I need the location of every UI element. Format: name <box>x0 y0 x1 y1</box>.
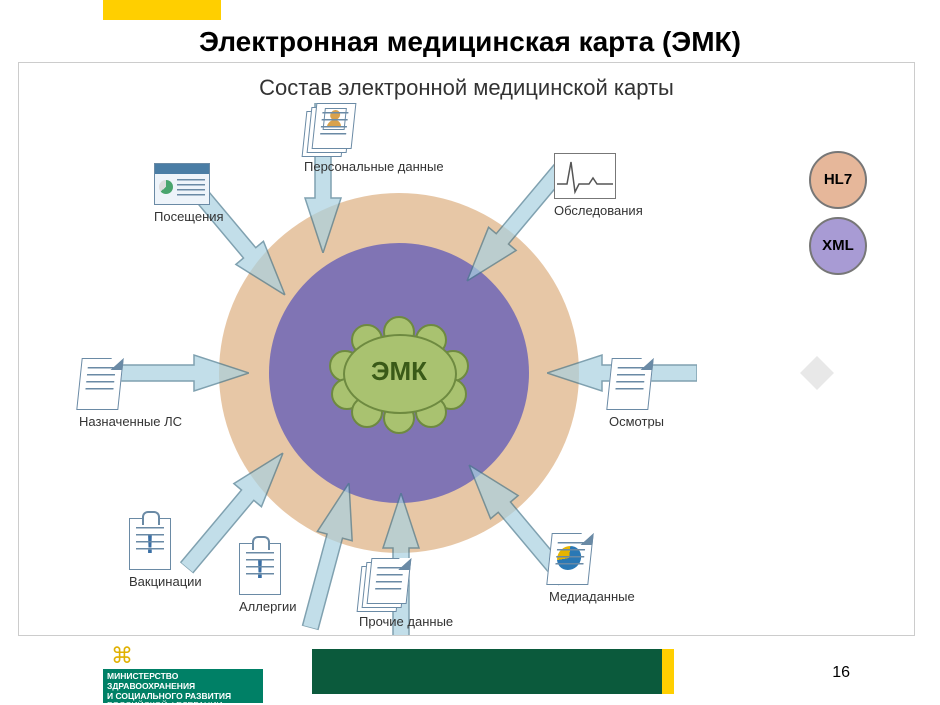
allergy-icon: ! <box>239 543 297 595</box>
slide-title: Электронная медицинская карта (ЭМК) <box>0 26 940 58</box>
top-yellow-strip <box>103 0 221 20</box>
source-allergy: ! Аллергии <box>239 543 297 614</box>
footer: ⌘ МИНИСТЕРСТВОЗДРАВООХРАНЕНИЯИ СОЦИАЛЬНО… <box>0 639 940 705</box>
emk-cloud: ЭМК <box>333 318 465 426</box>
vaccination-icon: ! <box>129 518 202 570</box>
source-visits: Посещения <box>154 163 224 224</box>
source-label: Осмотры <box>609 414 664 429</box>
source-label: Аллергии <box>239 599 297 614</box>
ministry-sub: РОССИЙСКОЙ ФЕДЕРАЦИИ <box>107 700 223 705</box>
source-label: Вакцинации <box>129 574 202 589</box>
media-icon <box>549 533 635 585</box>
source-vaccination: ! Вакцинации <box>129 518 202 589</box>
exam-icon <box>554 153 643 199</box>
panel-subtitle: Состав электронной медицинской карты <box>19 75 914 101</box>
ministry-logo-icon: ⌘ <box>111 643 133 669</box>
source-label: Обследования <box>554 203 643 218</box>
diagram-panel: Состав электронной медицинской карты <box>18 62 915 636</box>
footer-green-bar <box>312 649 662 694</box>
ministry-lines: МИНИСТЕРСТВОЗДРАВООХРАНЕНИЯИ СОЦИАЛЬНОГО… <box>107 671 231 701</box>
visits-icon <box>154 163 224 205</box>
source-label: Персональные данные <box>304 159 444 174</box>
source-label: Назначенные ЛС <box>79 414 182 429</box>
slide-number: 16 <box>832 664 850 682</box>
checkups-icon <box>609 358 664 410</box>
source-other: Прочие данные <box>359 558 453 629</box>
source-meds: Назначенные ЛС <box>79 358 182 429</box>
emk-label: ЭМК <box>333 356 465 387</box>
source-personal: Персональные данные <box>304 103 444 174</box>
other-icon <box>359 558 453 610</box>
source-label: Посещения <box>154 209 224 224</box>
source-checkups: Осмотры <box>609 358 664 429</box>
source-exam: Обследования <box>554 153 643 218</box>
standard-xml: XML <box>809 217 867 275</box>
footer-yellow-bar <box>662 649 674 694</box>
source-label: Прочие данные <box>359 614 453 629</box>
source-label: Медиаданные <box>549 589 635 604</box>
standard-hl7: HL7 <box>809 151 867 209</box>
ministry-block: ⌘ МИНИСТЕРСТВОЗДРАВООХРАНЕНИЯИ СОЦИАЛЬНО… <box>103 639 303 705</box>
source-media: Медиаданные <box>549 533 635 604</box>
personal-icon <box>304 103 444 155</box>
meds-icon <box>79 358 182 410</box>
